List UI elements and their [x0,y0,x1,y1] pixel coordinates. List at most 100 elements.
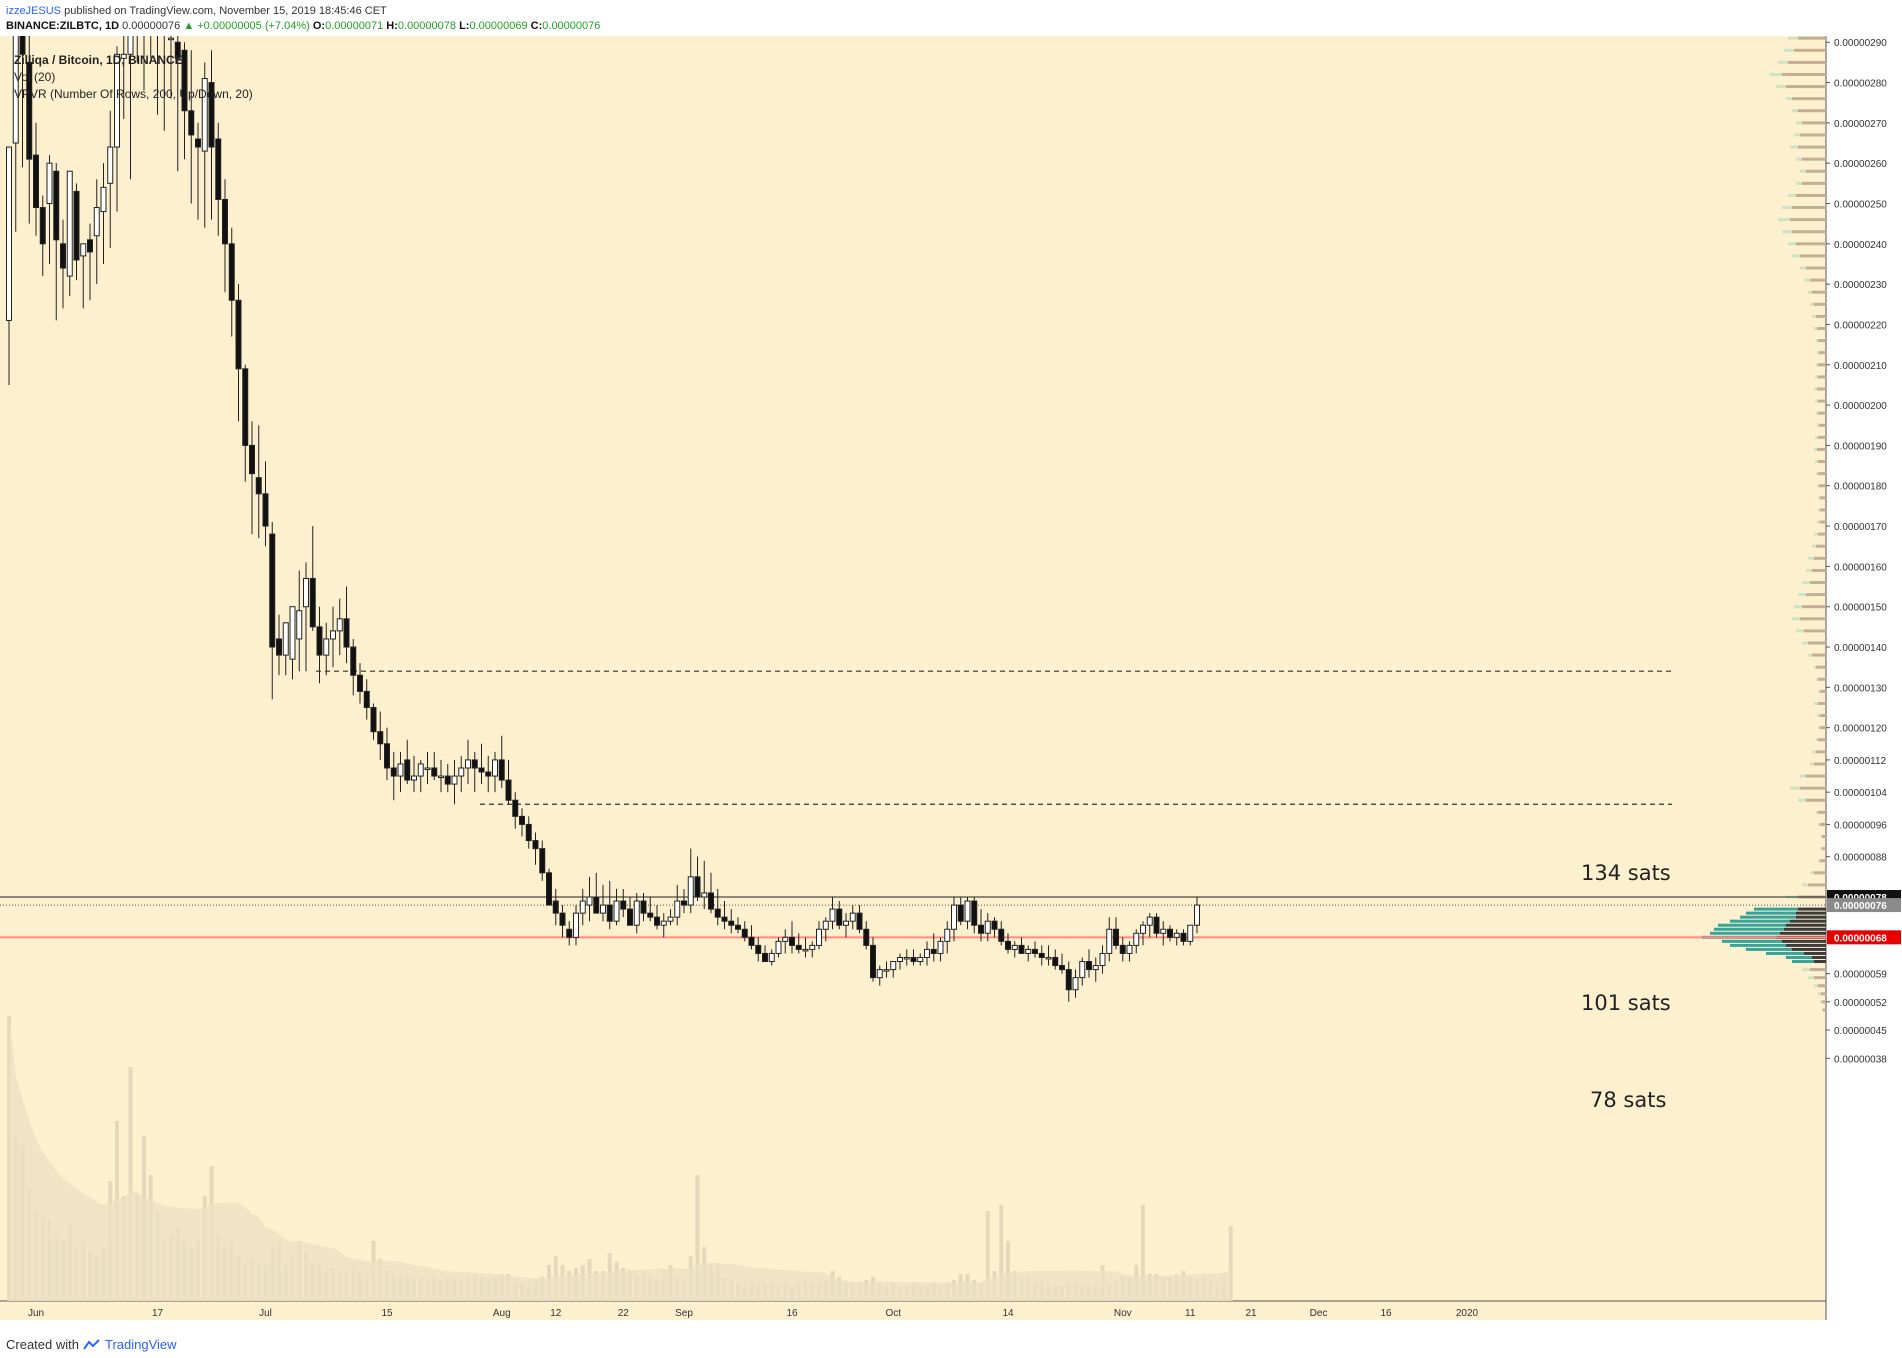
tradingview-link[interactable]: TradingView [104,1337,177,1352]
vpvr-row-down [1796,193,1826,197]
vpvr-row-up [1796,157,1802,161]
vpvr-row-down [1818,810,1826,814]
candle-body [1194,904,1200,926]
candle-body [1072,977,1079,991]
candle-body [458,767,465,777]
candle-body [384,743,390,769]
vpvr-row-up [1802,883,1808,887]
vpvr-row-up [1810,302,1814,306]
vpvr-row-down [1792,947,1826,951]
candle-body [1025,948,1032,954]
vpvr-row-up [1718,923,1786,927]
vpvr-row-down [1802,121,1826,125]
vpvr-row-down [1802,181,1826,185]
change-value: ▲ +0.00000005 (+7.04%) [183,20,310,32]
y-tick-label: 0.00000052 [1834,998,1887,1009]
candle-body [525,823,532,842]
vpvr-row-up [1714,927,1784,931]
candle-body [600,904,606,914]
candle-body [26,61,33,160]
candle-body [552,900,559,914]
legend-volume: Vol (20) [14,70,56,84]
vpvr-row-down [1782,939,1826,943]
candle-body [492,759,498,777]
vpvr-row-down [1792,97,1826,101]
candle-body [930,948,937,954]
author-link[interactable]: izzeJESUS [6,5,62,17]
candle-body [505,779,512,801]
candle-body [330,630,336,640]
vpvr-row-down [1818,738,1826,742]
x-tick-label: Sep [675,1308,693,1319]
vpvr-row-down [1822,1000,1826,1004]
candle-body [498,759,505,781]
vpvr-row-down [1802,605,1826,609]
vpvr-row-up [1730,919,1790,923]
x-tick-label: 15 [381,1308,393,1319]
candle-body [971,900,978,926]
candle-body [546,872,552,906]
candle-body [917,956,924,963]
y-tick-label: 0.00000190 [1834,441,1887,452]
x-tick-label: Jun [28,1308,44,1319]
vpvr-row-up [1817,423,1819,427]
vpvr-row-down [1780,931,1826,935]
candle-body [741,928,748,938]
candle-body [323,638,330,656]
candle-body [438,775,444,779]
candle-body [1153,916,1160,934]
vpvr-row-up [1788,242,1796,246]
price-chart[interactable]: 0.000003400.000003300.000003200.00000310… [0,36,1902,1320]
candle-body [1038,952,1045,958]
candle-body [208,82,215,148]
y-tick-label: 0.00000170 [1834,522,1887,533]
low-label: L: [459,20,470,32]
vpvr-row-down [1820,508,1826,512]
vpvr-row-up [1798,593,1806,597]
candle-body [343,618,350,648]
publisher-line: izzeJESUS published on TradingView.com, … [6,4,600,19]
volume-bar [128,1067,133,1301]
candle-body [755,944,762,954]
y-tick-label: 0.00000130 [1834,683,1887,694]
vpvr-row-up [1808,976,1814,980]
candle-body [802,948,809,952]
vpvr-row-up [1816,363,1818,367]
vpvr-row-up [1812,314,1816,318]
y-tick-label: 0.00000290 [1834,38,1887,49]
vpvr-row-up [1810,871,1814,875]
candle-body [998,928,1005,942]
candle-body [1113,928,1119,946]
candle-body [633,900,640,926]
vpvr-row-down [1818,411,1826,415]
candle-body [687,876,694,906]
candle-body [1032,948,1038,954]
vpvr-row-up [1746,947,1792,951]
vpvr-row-up [1798,798,1806,802]
vpvr-row-down [1819,351,1826,355]
vpvr-row-up [1800,266,1806,270]
candle-body [201,78,208,152]
volume-bar [695,1175,700,1301]
vpvr-row-down [1822,847,1826,851]
candle-body [991,920,998,930]
vpvr-row-up [1782,230,1792,234]
vpvr-row-up [1790,145,1798,149]
vpvr-row-down [1816,314,1826,318]
vpvr-row-down [1806,593,1826,597]
candle-body [1160,928,1167,934]
candle-body [66,170,73,277]
candle-body [1146,916,1153,926]
candle-body [1140,924,1146,934]
candle-body [1011,944,1018,950]
ohlc-line: BINANCE:ZILBTC, 1D 0.00000076 ▲ +0.00000… [6,19,600,34]
x-tick-label: 22 [618,1308,630,1319]
vpvr-row-down [1818,399,1826,403]
vpvr-row-down [1812,653,1826,657]
candle-body [370,707,377,733]
vpvr-row-down [1818,339,1826,343]
candle-body [404,759,411,781]
vpvr-row-down [1818,532,1826,536]
vpvr-row-up [1817,484,1819,488]
vpvr-row-up [1817,714,1820,718]
